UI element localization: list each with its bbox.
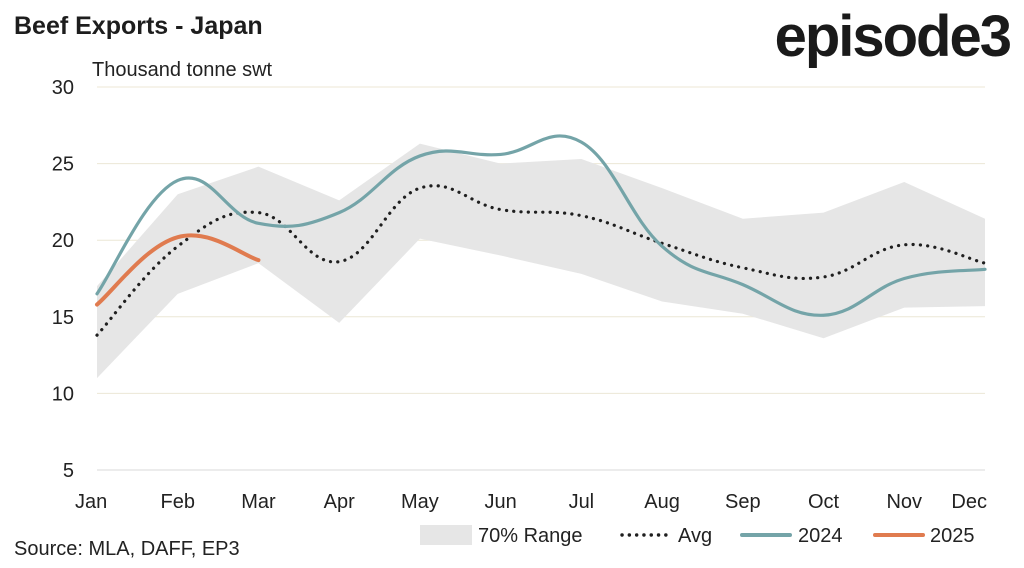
range-band: [97, 143, 985, 379]
x-tick-label: Jun: [485, 491, 517, 513]
y-axis-label: Thousand tonne swt: [92, 59, 273, 81]
y-tick-label: 25: [52, 154, 74, 176]
legend-label-avg: Avg: [678, 525, 712, 547]
chart-title: Beef Exports - Japan: [14, 12, 263, 40]
y-tick-label: 30: [52, 77, 74, 99]
legend-label-2025: 2025: [930, 525, 975, 547]
series-line-2025: [95, 233, 261, 307]
x-tick-label: Jan: [75, 491, 107, 513]
y-tick-label: 5: [63, 460, 74, 482]
axes: 5 10 15 20 25 30 Jan Feb Mar Apr May Jun Jul Aug Sep Oc…: [52, 77, 987, 513]
legend-label-range: 70% Range: [478, 525, 583, 547]
x-tick-label: Dec: [951, 491, 987, 513]
legend: 70% Range Avg 2024 2025: [420, 525, 975, 547]
series-line-2024: [95, 134, 987, 317]
x-tick-label: May: [401, 491, 439, 513]
y-tick-label: 20: [52, 230, 74, 252]
x-tick-label: Feb: [160, 491, 194, 513]
x-tick-label: Oct: [808, 491, 840, 513]
legend-label-2024: 2024: [798, 525, 843, 547]
x-tick-label: Jul: [569, 491, 595, 513]
source-note: Source: MLA, DAFF, EP3: [14, 538, 240, 560]
x-tick-label: Apr: [324, 491, 355, 513]
y-tick-label: 15: [52, 307, 74, 329]
episode3-logo: episode3: [774, 4, 1012, 69]
legend-swatch-range: [420, 525, 472, 545]
x-tick-label: Nov: [886, 491, 922, 513]
y-tick-label: 10: [52, 383, 74, 405]
x-tick-label: Mar: [241, 491, 276, 513]
range-band-area: [97, 143, 985, 379]
series-lines: [95, 134, 987, 337]
x-tick-label: Sep: [725, 491, 761, 513]
x-tick-label: Aug: [644, 491, 680, 513]
